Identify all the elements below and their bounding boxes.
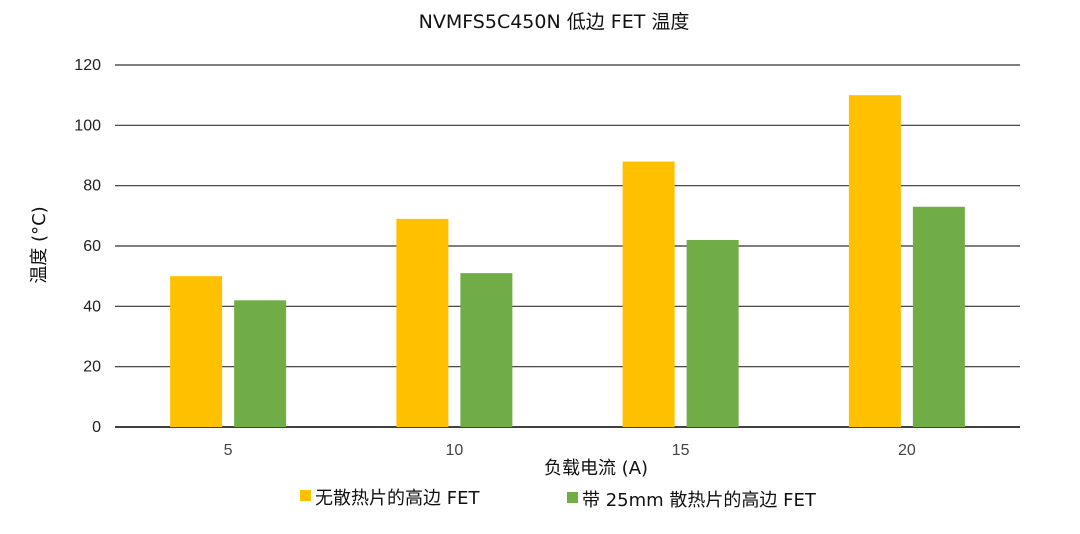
x-axis-label: 负载电流 (A) xyxy=(544,458,648,479)
y-tick-label: 120 xyxy=(74,57,101,74)
bar-series1-cat-10 xyxy=(396,218,449,427)
chart-title: NVMFS5C450N 低边 FET 温度 xyxy=(419,11,690,33)
y-tick-label: 100 xyxy=(74,117,101,134)
y-tick-label: 20 xyxy=(83,359,101,376)
legend-label-series1: 无散热片的高边 FET xyxy=(315,488,480,509)
y-axis-label: 温度 (°C) xyxy=(29,206,50,283)
y-tick-label: 40 xyxy=(83,298,101,315)
x-tick-label: 10 xyxy=(445,442,463,459)
bar-series1-cat-15 xyxy=(622,161,675,428)
legend-swatch-series1 xyxy=(300,490,311,501)
legend-swatch-series2 xyxy=(567,492,578,503)
bar-series1-cat-20 xyxy=(848,95,901,428)
x-tick-label: 5 xyxy=(224,442,233,459)
bar-series2-cat-10 xyxy=(460,273,513,427)
x-tick-label: 20 xyxy=(898,442,916,459)
bar-series2-cat-5 xyxy=(234,300,287,427)
bars xyxy=(170,95,965,428)
legend: 无散热片的高边 FET 带 25mm 散热片的高边 FET xyxy=(300,488,817,511)
y-tick-label: 0 xyxy=(92,419,101,436)
bar-series2-cat-20 xyxy=(912,206,965,427)
legend-label-series2: 带 25mm 散热片的高边 FET xyxy=(582,490,817,511)
bar-series1-cat-5 xyxy=(170,276,223,427)
y-axis-ticks: 0 20 40 60 80 100 120 xyxy=(74,57,101,436)
y-tick-label: 60 xyxy=(83,238,101,255)
bar-series2-cat-15 xyxy=(686,239,739,427)
y-tick-label: 80 xyxy=(83,178,101,195)
x-axis-ticks: 5 10 15 20 xyxy=(224,442,916,459)
x-tick-label: 15 xyxy=(672,442,690,459)
